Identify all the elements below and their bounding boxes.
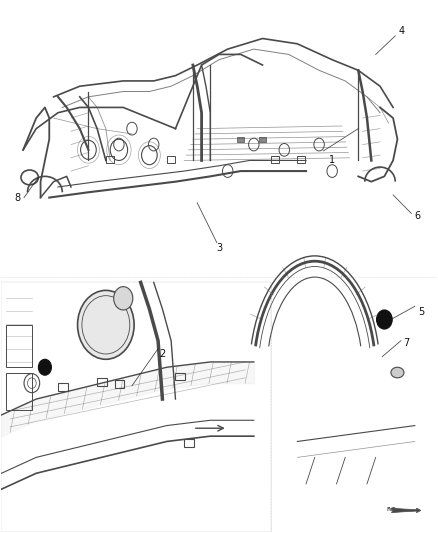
Bar — [6, 325, 32, 367]
Text: 5: 5 — [418, 306, 424, 317]
Bar — [259, 136, 266, 142]
Bar — [237, 136, 244, 142]
Bar — [58, 383, 67, 391]
Circle shape — [39, 359, 51, 375]
Circle shape — [114, 287, 133, 310]
Bar — [297, 156, 305, 163]
Text: 2: 2 — [159, 349, 166, 359]
Bar — [167, 156, 175, 163]
Text: FWD: FWD — [387, 507, 396, 512]
Bar — [115, 381, 124, 389]
Text: 1: 1 — [329, 156, 335, 165]
Circle shape — [78, 290, 134, 359]
Bar — [1, 282, 271, 531]
Text: 8: 8 — [15, 192, 21, 203]
Bar — [176, 373, 185, 381]
Bar — [6, 373, 32, 410]
Bar — [271, 156, 279, 163]
Text: 7: 7 — [403, 338, 409, 349]
Text: 4: 4 — [399, 26, 405, 36]
Bar — [106, 156, 114, 163]
Bar — [184, 439, 194, 447]
Ellipse shape — [391, 367, 404, 378]
Text: 3: 3 — [216, 243, 222, 253]
Text: 6: 6 — [414, 211, 420, 221]
Bar — [97, 378, 107, 386]
Circle shape — [377, 310, 392, 329]
